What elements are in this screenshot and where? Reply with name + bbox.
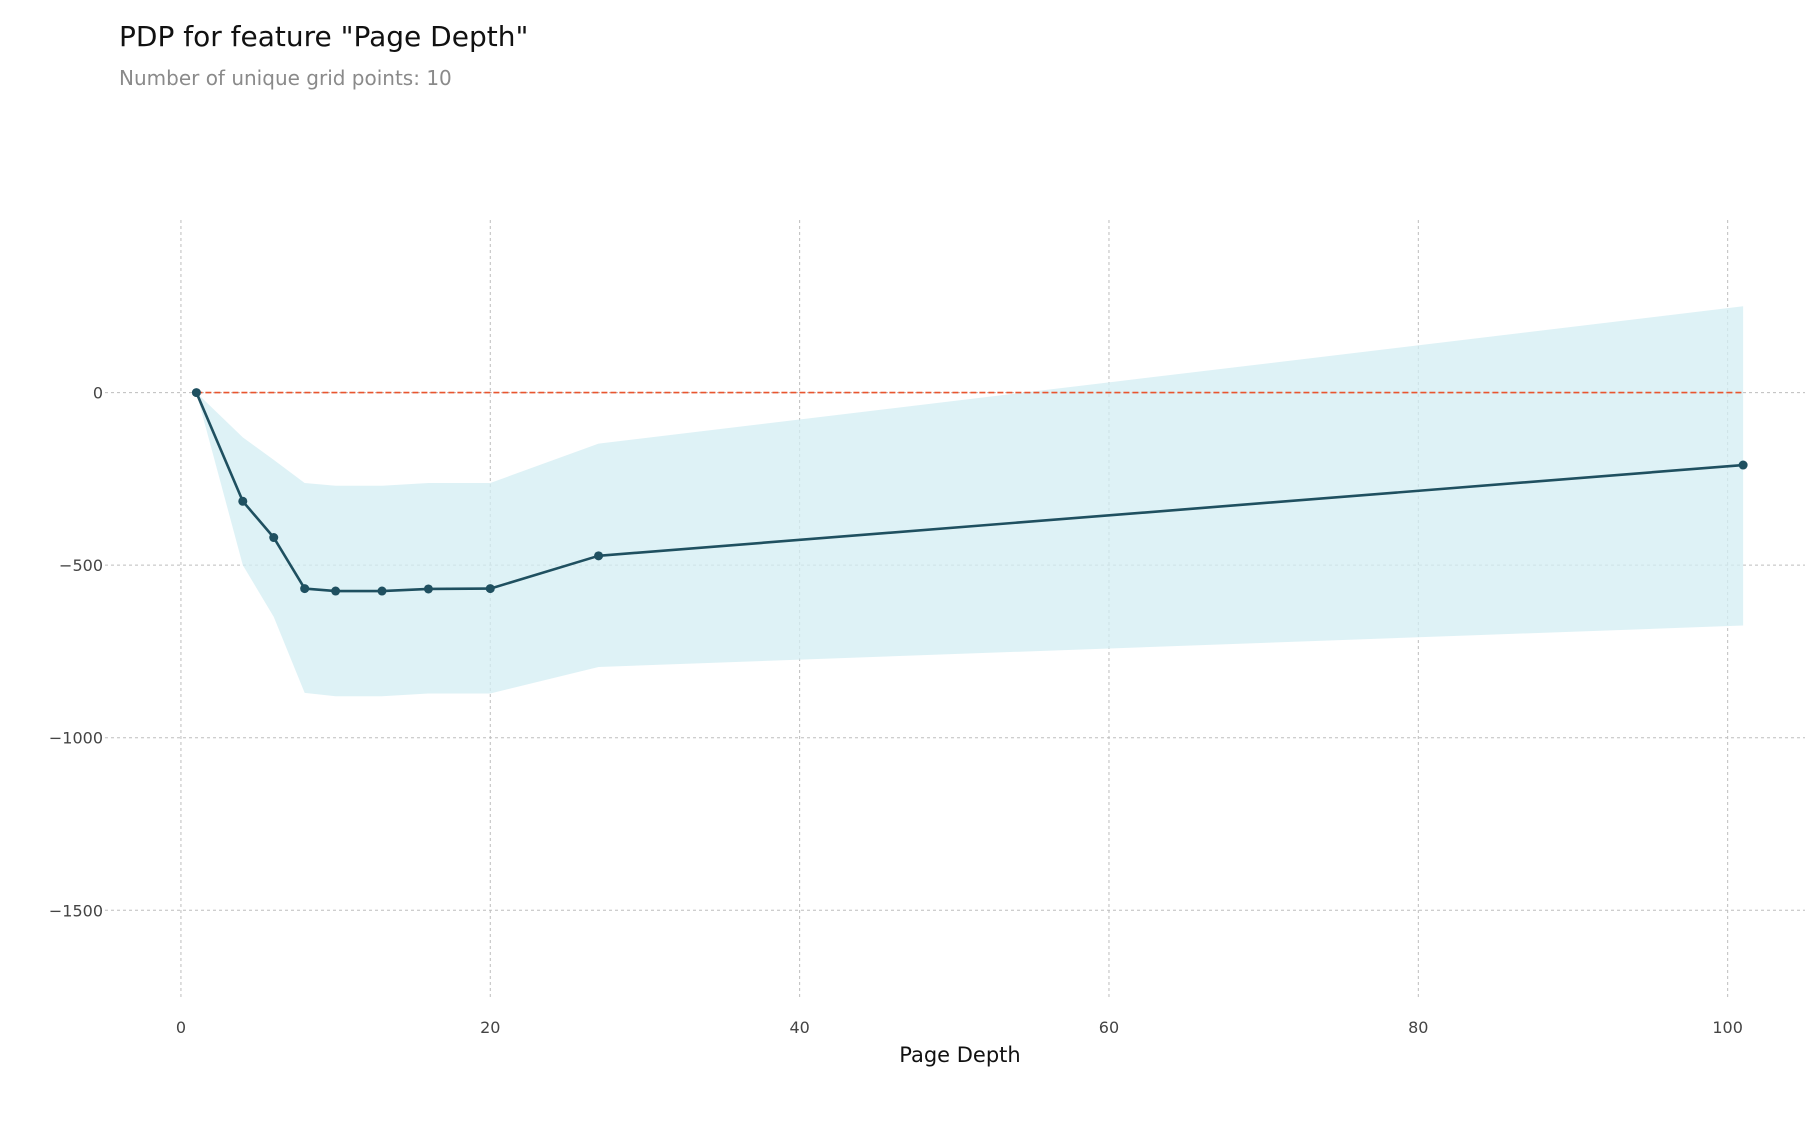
chart-title: PDP for feature "Page Depth" [119,20,529,53]
pdp-point [594,551,604,561]
x-tick-label: 40 [789,1018,809,1037]
x-tick-label: 0 [176,1018,186,1037]
tick-labels: 0 20 40 60 80 100 0 −500 −1000 −1500 [49,384,1743,1037]
y-tick-label: 0 [93,384,103,403]
pdp-point [423,584,433,594]
pdp-point [191,388,201,398]
pdp-point [238,496,248,506]
confidence-band [196,306,1744,697]
pdp-point [331,586,341,596]
x-tick-label: 60 [1099,1018,1119,1037]
x-tick-label: 80 [1408,1018,1428,1037]
pdp-line [195,392,1744,593]
chart-subtitle: Number of unique grid points: 10 [119,66,452,90]
pdp-point [269,533,279,543]
x-tick-label: 20 [480,1018,500,1037]
y-tick-label: −1000 [49,729,103,748]
pdp-point [300,584,310,594]
pdp-series [191,388,1748,596]
pdp-point [485,584,495,594]
y-tick-label: −1500 [49,901,103,920]
confidence-band-area [196,306,1744,697]
y-tick-label: −500 [59,556,103,575]
x-axis-label: Page Depth [899,1043,1020,1067]
pdp-point [1738,460,1748,470]
pdp-point [377,586,387,596]
x-tick-label: 100 [1712,1018,1743,1037]
